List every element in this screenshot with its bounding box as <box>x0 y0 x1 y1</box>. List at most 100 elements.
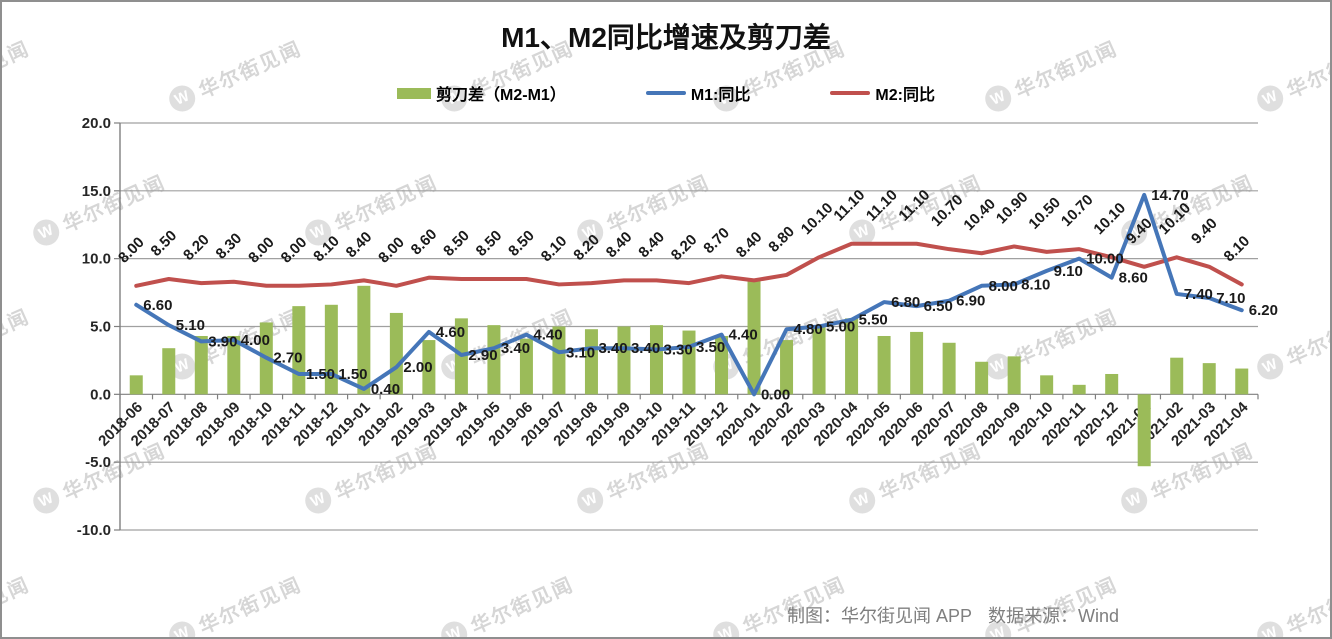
scissors-bar <box>129 375 143 395</box>
m2-value-label: 11.10 <box>830 187 868 225</box>
y-axis-label: 10.0 <box>82 251 111 268</box>
m1-value-label: 8.00 <box>989 278 1018 295</box>
m2-value-label: 10.10 <box>798 200 837 239</box>
m2-value-label: 10.70 <box>928 191 967 230</box>
scissors-bar <box>682 330 696 395</box>
m1-value-label: 6.50 <box>924 298 953 315</box>
m1-value-label: 8.60 <box>1119 270 1148 287</box>
m2-value-label: 8.40 <box>635 229 668 262</box>
scissors-bar <box>715 335 729 395</box>
m2-value-label: 8.00 <box>245 234 278 267</box>
m1-value-label: 0.00 <box>761 386 790 403</box>
m1-value-label: 10.00 <box>1086 251 1124 268</box>
scissors-bar <box>162 348 176 395</box>
scissors-bar <box>324 304 338 395</box>
m2-line <box>134 241 1244 288</box>
m2-value-label: 8.10 <box>310 233 343 266</box>
scissors-bar <box>552 326 566 395</box>
footer-source: 数据来源：Wind <box>988 606 1120 626</box>
m1-value-label: 1.50 <box>338 366 367 383</box>
m1-value-label: 3.50 <box>696 339 725 356</box>
scissors-bar <box>747 280 761 395</box>
m1-value-label: 2.90 <box>468 347 497 364</box>
m2-value-label: 8.40 <box>603 229 636 262</box>
m1-value-label: 2.00 <box>403 359 432 376</box>
m1-value-label: 1.50 <box>306 366 335 383</box>
m1-value-label: 3.40 <box>598 340 627 357</box>
m1-value-label: 7.40 <box>1184 286 1213 303</box>
m1-value-label: 6.60 <box>143 297 172 314</box>
scissors-bar <box>487 325 501 395</box>
scissors-bar <box>617 326 631 395</box>
footer-credit: 制图：华尔街见闻 APP <box>787 606 973 626</box>
m1-value-label: 3.40 <box>501 340 530 357</box>
m2-value-label: 8.10 <box>1221 233 1254 266</box>
m1-line <box>134 192 1244 397</box>
m2-value-label: 10.70 <box>1058 191 1097 230</box>
scissors-bar <box>877 335 891 395</box>
m2-value-label: 8.60 <box>408 226 441 259</box>
scissors-bar <box>1072 384 1086 395</box>
m2-value-label: 8.50 <box>440 227 473 260</box>
m1-value-label: 3.10 <box>566 344 595 361</box>
scissors-bar <box>194 335 208 395</box>
m2-value-label: 10.10 <box>1156 200 1195 239</box>
scissors-bar <box>649 325 663 395</box>
y-axis-label: 20.0 <box>82 115 111 132</box>
m2-value-label: 8.80 <box>765 223 798 256</box>
m2-value-label: 10.50 <box>1025 194 1064 233</box>
scissors-bar <box>812 325 826 395</box>
scissors-bar-swatch-icon <box>397 87 432 99</box>
m1-line-swatch-icon <box>645 91 686 95</box>
legend: 剪刀差（M2-M1） M1:同比 M2:同比 <box>2 81 1330 105</box>
scissors-bar <box>1137 394 1151 467</box>
m2-value-label: 10.10 <box>1090 200 1129 239</box>
m1-value-label: 4.80 <box>794 321 823 338</box>
scissors-bar <box>1040 375 1054 395</box>
legend-item-m2: M2:同比 <box>830 81 935 105</box>
chart-title: M1、M2同比增速及剪刀差 <box>501 22 831 53</box>
scissors-bar <box>519 338 533 395</box>
m1-value-label: 9.10 <box>1054 263 1083 280</box>
scissors-bar <box>1105 373 1119 395</box>
scissors-bar <box>227 335 241 395</box>
scissors-bar <box>1202 363 1216 395</box>
m1-value-label: 4.00 <box>241 332 270 349</box>
scissors-bar <box>942 342 956 395</box>
scissors-bar <box>357 285 371 395</box>
m1-value-label: 6.90 <box>956 293 985 310</box>
m2-value-label: 8.30 <box>213 230 246 263</box>
m1-value-label: 5.10 <box>176 317 205 334</box>
m2-value-label: 8.10 <box>538 233 571 266</box>
m1-value-label: 2.70 <box>273 350 302 367</box>
m2-value-label: 8.00 <box>278 234 311 267</box>
m2-value-label: 9.40 <box>1188 215 1221 248</box>
scissors-bar <box>584 329 598 395</box>
m1-value-label: 0.40 <box>371 381 400 398</box>
legend-label-scissors: 剪刀差（M2-M1） <box>436 87 566 104</box>
scissors-bar <box>780 340 794 395</box>
m1-value-label: 3.40 <box>631 340 660 357</box>
m1-value-label: 6.20 <box>1249 302 1278 319</box>
y-axis-label: -10.0 <box>77 522 111 539</box>
scissors-bar <box>1235 368 1249 395</box>
y-axis-label: 15.0 <box>82 183 111 200</box>
m1-value-label: 4.60 <box>436 324 465 341</box>
legend-label-m2: M2:同比 <box>875 87 935 104</box>
scissors-bar <box>389 312 403 395</box>
m1-value-label: 3.90 <box>208 333 237 350</box>
m2-value-label: 8.70 <box>700 224 733 257</box>
m2-value-label: 8.50 <box>473 227 506 260</box>
legend-item-scissors: 剪刀差（M2-M1） <box>397 81 566 105</box>
legend-label-m1: M1:同比 <box>690 87 751 104</box>
m2-value-label: 8.50 <box>505 227 538 260</box>
m1-value-label: 7.10 <box>1216 290 1245 307</box>
y-axis-label: -5.0 <box>85 454 111 471</box>
m1-value-label: 3.30 <box>663 342 692 359</box>
scissors-bar <box>1007 356 1021 395</box>
m1-value-label: 8.10 <box>1021 276 1050 293</box>
m2-value-label: 11.10 <box>863 187 901 225</box>
y-axis-label: 5.0 <box>90 318 111 335</box>
m1-value-label: 5.50 <box>859 312 888 329</box>
